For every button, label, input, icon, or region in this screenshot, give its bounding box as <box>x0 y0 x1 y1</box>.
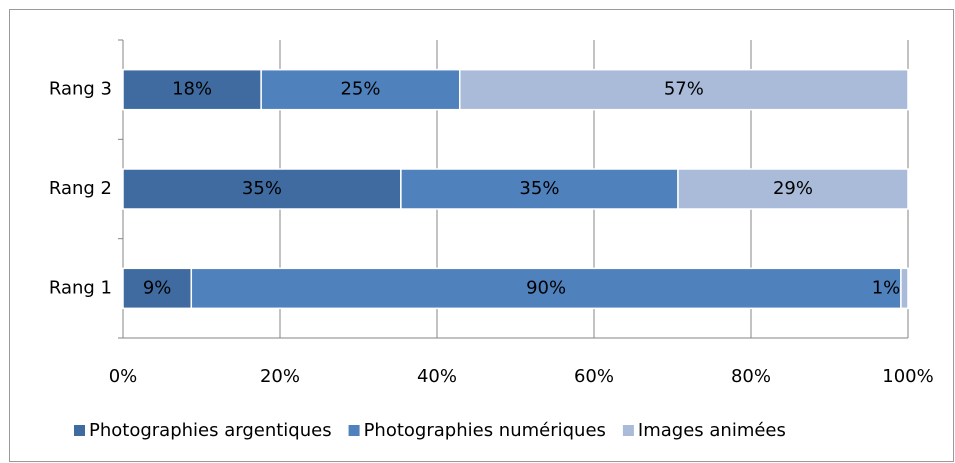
legend-label: Photographies argentiques <box>89 420 332 441</box>
y-tick-label: Rang 1 <box>49 277 112 298</box>
x-tick-label: 100% <box>882 366 933 387</box>
legend-swatch <box>74 425 85 436</box>
bar-segment <box>122 68 262 111</box>
data-label: 25% <box>340 79 380 100</box>
legend-label: Photographies numériques <box>364 420 606 441</box>
bar-segment <box>122 168 402 210</box>
legend-label: Images animées <box>638 420 786 441</box>
bar-segment <box>459 68 909 111</box>
data-label: 35% <box>242 178 282 199</box>
bar-segment <box>122 267 193 310</box>
data-label: 29% <box>773 178 813 199</box>
bar-segment <box>400 168 679 210</box>
y-tick-label: Rang 2 <box>49 178 112 199</box>
data-label: 35% <box>519 178 559 199</box>
bar-segment <box>900 267 909 310</box>
chart-border <box>9 9 954 462</box>
x-tick-label: 0% <box>109 366 138 387</box>
bar-segment <box>260 68 461 111</box>
data-label: 9% <box>143 277 172 298</box>
data-label: 18% <box>172 79 212 100</box>
x-tick-label: 60% <box>574 366 614 387</box>
legend-swatch <box>622 425 634 436</box>
bar-segment <box>190 267 902 310</box>
x-tick-label: 40% <box>417 366 457 387</box>
x-tick-label: 80% <box>731 366 771 387</box>
bar-segment <box>677 168 909 210</box>
y-tick-label: Rang 3 <box>49 79 112 100</box>
data-label: 1% <box>872 277 901 298</box>
data-label: 57% <box>664 79 704 100</box>
x-tick-label: 20% <box>260 366 300 387</box>
data-label: 90% <box>526 277 566 298</box>
legend-swatch <box>348 425 360 436</box>
